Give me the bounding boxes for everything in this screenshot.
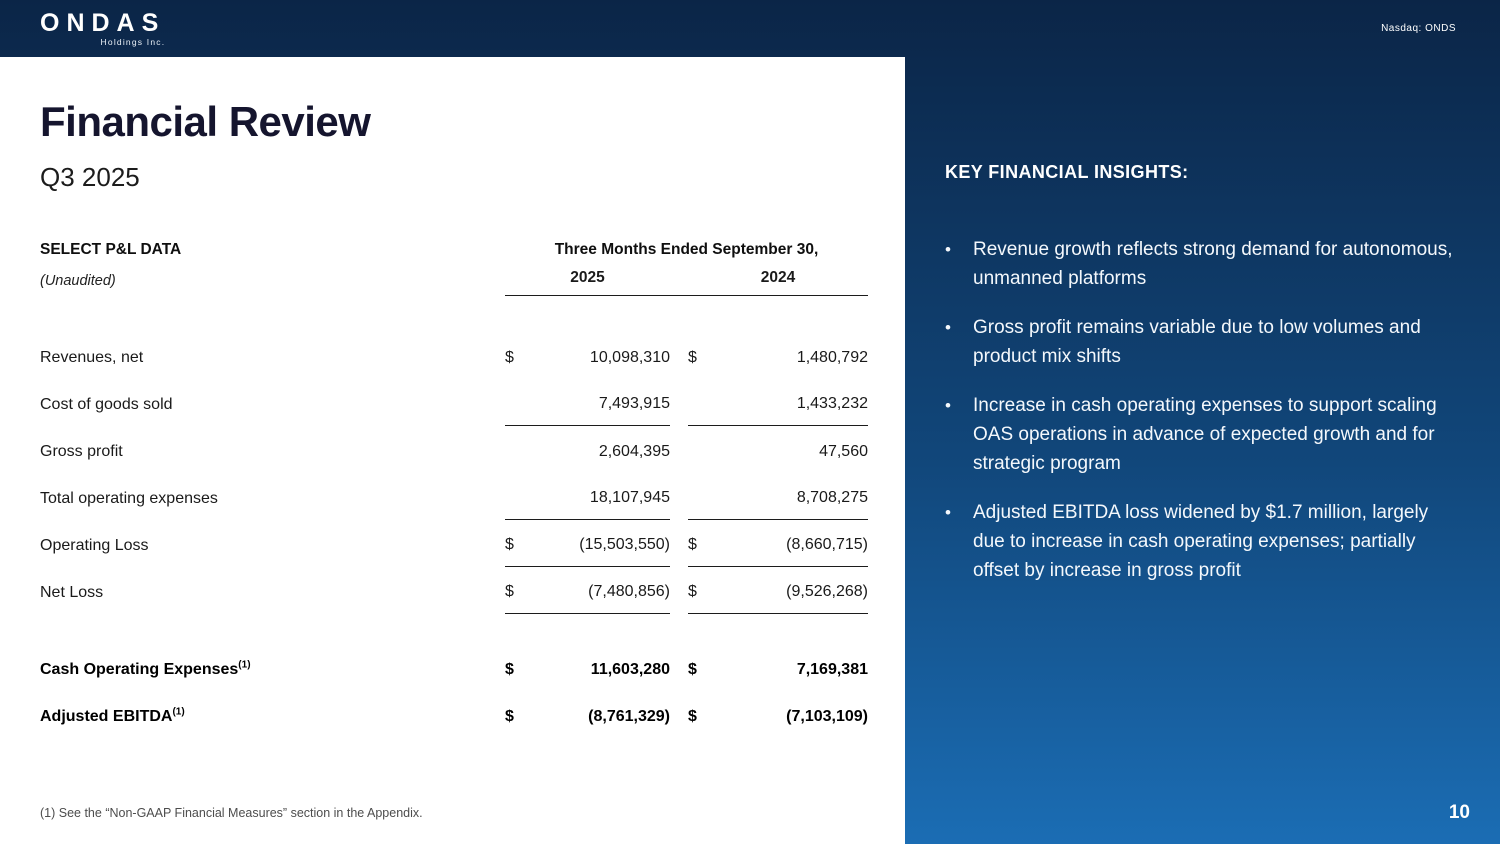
- period-header: Three Months Ended September 30,: [554, 241, 819, 258]
- bullet-icon: [945, 391, 973, 478]
- logo-title: ONDAS: [40, 8, 166, 37]
- value-2025: (8,761,329): [588, 708, 670, 725]
- row-label: Total operating expenses: [40, 490, 218, 507]
- cell-2024: $ (7,103,109): [688, 708, 868, 738]
- top-bar: ONDAS Holdings Inc. Nasdaq: ONDS: [0, 0, 1500, 57]
- value-2025: 2,604,395: [598, 443, 670, 460]
- value-2025: (15,503,550): [579, 536, 670, 553]
- table-header: SELECT P&L DATA (Unaudited) Three Months…: [40, 241, 868, 296]
- cell-2024: $ 1,480,792: [688, 349, 868, 379]
- cell-2025: $ (7,480,856): [505, 583, 670, 614]
- currency-symbol: $: [505, 583, 514, 600]
- value-2024: 8,708,275: [796, 489, 868, 506]
- insights-title: KEY FINANCIAL INSIGHTS:: [945, 162, 1189, 182]
- row-label: Revenues, net: [40, 349, 144, 366]
- currency-symbol: $: [505, 708, 514, 725]
- row-label-text: Adjusted EBITDA: [40, 708, 173, 725]
- cell-2024: $ (9,526,268): [688, 583, 868, 614]
- year-header-row: 2025 2024: [505, 269, 868, 296]
- cell-2024: 47,560: [688, 443, 868, 473]
- cell-2025: 2,604,395: [505, 443, 670, 473]
- year-column-2024: 2024: [760, 269, 796, 286]
- table-row: Adjusted EBITDA(1) $ (8,761,329) $ (7,10…: [40, 691, 868, 738]
- cell-2025: 7,493,915: [505, 395, 670, 426]
- page-number: 10: [1448, 802, 1470, 823]
- cell-2024: 8,708,275: [688, 489, 868, 520]
- currency-symbol: $: [688, 708, 697, 725]
- value-2024: (8,660,715): [786, 536, 868, 553]
- value-2024: (7,103,109): [786, 708, 868, 725]
- cell-2025: $ (15,503,550): [505, 536, 670, 567]
- row-label: Cash Operating Expenses(1): [40, 659, 505, 691]
- value-2024: 1,480,792: [796, 349, 868, 366]
- bullet-icon: [945, 498, 973, 585]
- ondas-logo: ONDAS Holdings Inc.: [40, 8, 166, 47]
- footnote-marker: (1): [172, 706, 185, 718]
- insight-text: Gross profit remains variable due to low…: [973, 317, 1421, 367]
- value-2024: (9,526,268): [786, 583, 868, 600]
- row-label: Gross profit: [40, 443, 123, 460]
- value-2025: (7,480,856): [588, 583, 670, 600]
- cell-2024: $ 7,169,381: [688, 661, 868, 691]
- footnote-marker: (1): [238, 659, 251, 671]
- value-2024: 7,169,381: [796, 661, 868, 678]
- insight-item: Adjusted EBITDA loss widened by $1.7 mil…: [945, 498, 1458, 585]
- insight-text: Revenue growth reflects strong demand fo…: [973, 239, 1453, 289]
- insight-item: Gross profit remains variable due to low…: [945, 313, 1458, 371]
- insights-list: Revenue growth reflects strong demand fo…: [945, 235, 1458, 585]
- value-2025: 18,107,945: [589, 489, 670, 506]
- table-row: Net Loss $ (7,480,856) $ (9,526,268): [40, 567, 868, 614]
- value-2024: 1,433,232: [796, 395, 868, 412]
- value-2025: 10,098,310: [589, 349, 670, 366]
- bullet-icon: [945, 313, 973, 371]
- ticker-label: Nasdaq: ONDS: [1381, 23, 1456, 34]
- currency-symbol: $: [688, 661, 697, 678]
- currency-symbol: $: [688, 536, 697, 553]
- value-2025: 7,493,915: [598, 395, 670, 412]
- table-row: Operating Loss $ (15,503,550) $ (8,660,7…: [40, 520, 868, 567]
- insights-panel: KEY FINANCIAL INSIGHTS: Revenue growth r…: [905, 57, 1500, 844]
- table-subtitle: (Unaudited): [40, 273, 116, 289]
- table-row: Cash Operating Expenses(1) $ 11,603,280 …: [40, 644, 868, 691]
- row-label: Operating Loss: [40, 537, 149, 554]
- row-label: Cost of goods sold: [40, 396, 173, 413]
- value-2024: 47,560: [819, 443, 868, 460]
- table-title-block: SELECT P&L DATA (Unaudited): [40, 241, 505, 296]
- cell-2024: $ (8,660,715): [688, 536, 868, 567]
- currency-symbol: $: [505, 349, 514, 366]
- cell-2025: $ 10,098,310: [505, 349, 670, 379]
- table-row: Revenues, net $ 10,098,310 $ 1,480,792: [40, 332, 868, 379]
- currency-symbol: $: [688, 349, 697, 366]
- insight-text: Increase in cash operating expenses to s…: [973, 395, 1437, 474]
- row-label-text: Cash Operating Expenses: [40, 661, 239, 678]
- currency-symbol: $: [688, 583, 697, 600]
- cell-2025: $ (8,761,329): [505, 708, 670, 738]
- cell-2025: $ 11,603,280: [505, 661, 670, 691]
- footnote: (1) See the “Non-GAAP Financial Measures…: [40, 806, 423, 820]
- currency-symbol: $: [505, 536, 514, 553]
- table-row: Gross profit 2,604,395 47,560: [40, 426, 868, 473]
- table-period-block: Three Months Ended September 30, 2025 20…: [505, 241, 868, 296]
- cell-2024: 1,433,232: [688, 395, 868, 426]
- cell-2025: 18,107,945: [505, 489, 670, 520]
- value-2025: 11,603,280: [590, 661, 670, 678]
- currency-symbol: $: [505, 661, 514, 678]
- insight-text: Adjusted EBITDA loss widened by $1.7 mil…: [973, 502, 1429, 581]
- row-label: Net Loss: [40, 584, 104, 601]
- insight-item: Revenue growth reflects strong demand fo…: [945, 235, 1458, 293]
- table-row: Total operating expenses 18,107,945 8,70…: [40, 473, 868, 520]
- left-panel: Financial Review Q3 2025 SELECT P&L DATA…: [0, 57, 905, 844]
- insight-item: Increase in cash operating expenses to s…: [945, 391, 1458, 478]
- logo-subtitle: Holdings Inc.: [100, 36, 166, 47]
- page-subtitle: Q3 2025: [40, 162, 140, 192]
- row-label: Adjusted EBITDA(1): [40, 706, 505, 738]
- table-row: Cost of goods sold 7,493,915 1,433,232: [40, 379, 868, 426]
- page-title: Financial Review: [40, 98, 371, 145]
- bullet-icon: [945, 235, 973, 293]
- year-column-2025: 2025: [570, 269, 605, 286]
- table-title: SELECT P&L DATA: [40, 241, 182, 258]
- pl-table: SELECT P&L DATA (Unaudited) Three Months…: [40, 241, 868, 738]
